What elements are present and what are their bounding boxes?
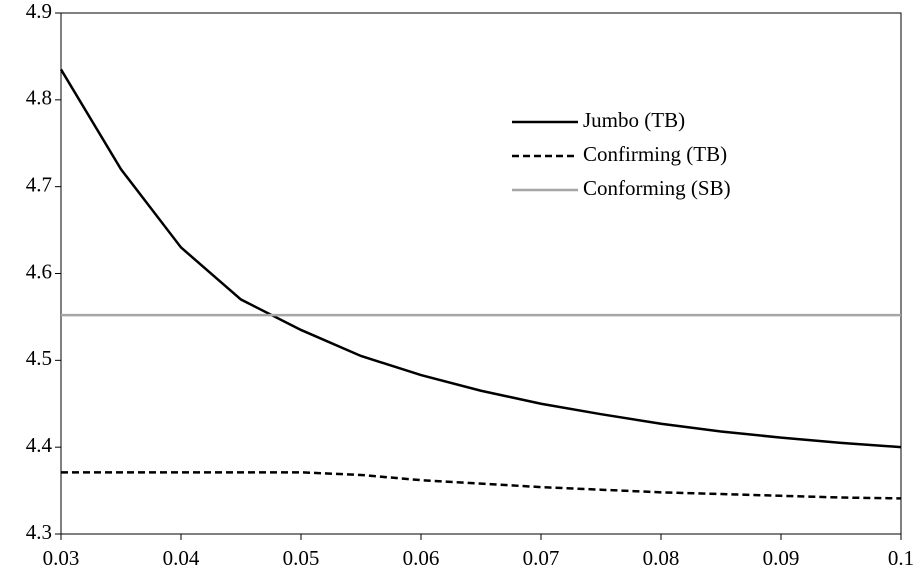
- legend-label: Conforming (SB): [583, 176, 731, 200]
- y-tick-label: 4.4: [26, 433, 53, 457]
- x-tick-label: 0.1: [888, 546, 914, 570]
- x-tick-label: 0.07: [523, 546, 560, 570]
- x-tick-label: 0.08: [643, 546, 680, 570]
- series-line: [59, 68, 902, 449]
- y-tick-label: 4.3: [26, 520, 52, 544]
- x-tick-label: 0.05: [283, 546, 320, 570]
- plot-frame: [60, 12, 902, 535]
- y-tick-label: 4.9: [26, 0, 52, 23]
- y-tick-label: 4.5: [26, 346, 52, 370]
- y-tick-label: 4.8: [26, 86, 52, 110]
- x-tick-label: 0.09: [763, 546, 800, 570]
- x-tick-label: 0.03: [43, 546, 80, 570]
- y-tick-label: 4.7: [26, 172, 52, 196]
- legend-label: Confirming (TB): [583, 142, 727, 166]
- series-line: [61, 471, 902, 500]
- legend-label: Jumbo (TB): [583, 108, 685, 132]
- x-tick-label: 0.06: [403, 546, 440, 570]
- y-tick-label: 4.6: [26, 259, 52, 283]
- x-tick-label: 0.04: [163, 546, 200, 570]
